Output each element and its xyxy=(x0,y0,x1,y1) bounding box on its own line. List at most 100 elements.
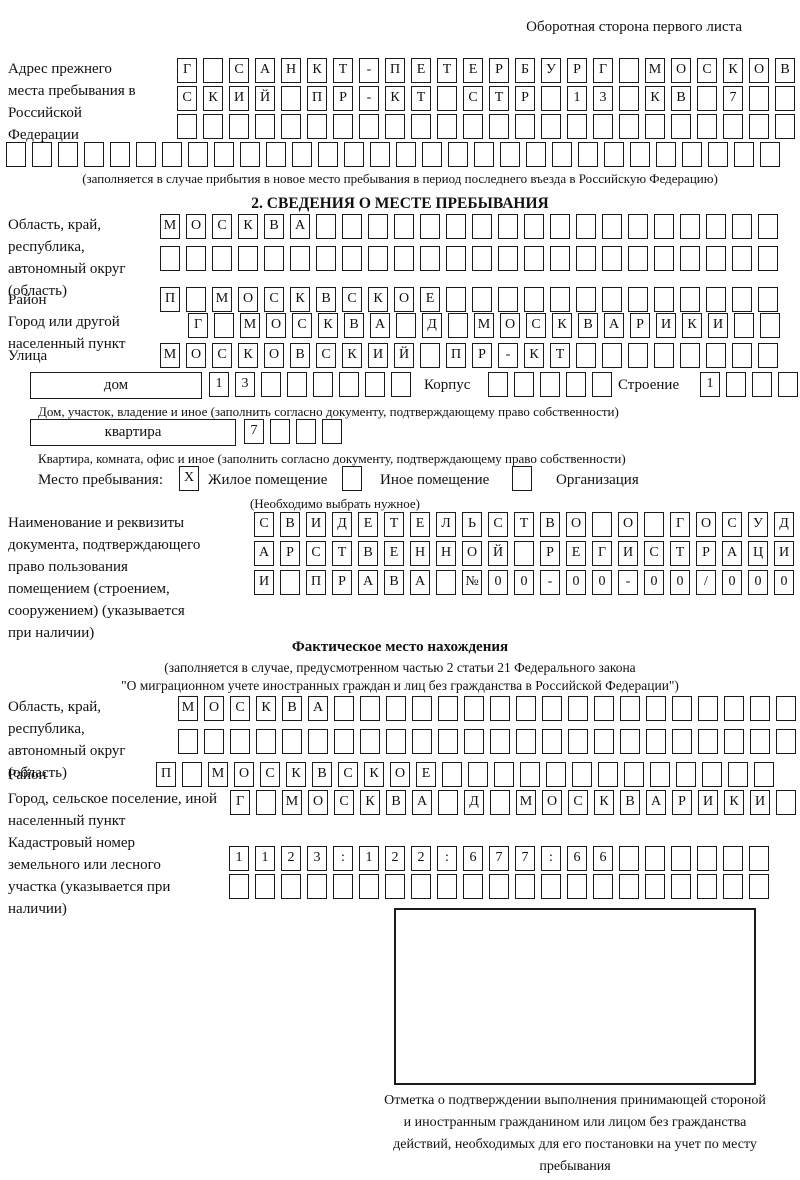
char-box[interactable] xyxy=(567,874,587,899)
char-box[interactable] xyxy=(524,214,544,239)
char-box[interactable]: Т xyxy=(332,541,352,566)
char-box[interactable] xyxy=(680,214,700,239)
char-box[interactable]: : xyxy=(541,846,561,871)
char-box[interactable]: - xyxy=(540,570,560,595)
char-box[interactable] xyxy=(776,696,796,721)
char-box[interactable] xyxy=(448,142,468,167)
char-box[interactable] xyxy=(212,246,232,271)
char-box[interactable] xyxy=(706,287,726,312)
char-box[interactable]: О xyxy=(204,696,224,721)
char-box[interactable] xyxy=(724,729,744,754)
char-box[interactable]: 7 xyxy=(489,846,509,871)
char-box[interactable]: К xyxy=(307,58,327,83)
char-box[interactable]: М xyxy=(645,58,665,83)
char-box[interactable]: М xyxy=(212,287,232,312)
char-box[interactable]: Р xyxy=(332,570,352,595)
char-box[interactable] xyxy=(520,762,540,787)
char-box[interactable] xyxy=(775,114,795,139)
char-box[interactable] xyxy=(186,287,206,312)
char-box[interactable] xyxy=(604,142,624,167)
char-box[interactable] xyxy=(438,790,458,815)
char-box[interactable]: С xyxy=(260,762,280,787)
char-box[interactable]: О xyxy=(394,287,414,312)
char-box[interactable] xyxy=(516,696,536,721)
char-box[interactable]: : xyxy=(333,846,353,871)
char-box[interactable] xyxy=(593,874,613,899)
char-box[interactable]: М xyxy=(240,313,260,338)
char-box[interactable]: К xyxy=(682,313,702,338)
char-box[interactable]: 3 xyxy=(307,846,327,871)
char-box[interactable]: А xyxy=(604,313,624,338)
char-box[interactable] xyxy=(307,114,327,139)
char-box[interactable]: 0 xyxy=(670,570,690,595)
char-box[interactable] xyxy=(624,762,644,787)
char-box[interactable]: Т xyxy=(384,512,404,537)
char-box[interactable] xyxy=(760,313,780,338)
char-box[interactable] xyxy=(422,142,442,167)
char-box[interactable] xyxy=(281,114,301,139)
char-box[interactable] xyxy=(437,114,457,139)
char-box[interactable]: В xyxy=(671,86,691,111)
char-box[interactable]: О xyxy=(308,790,328,815)
char-box[interactable]: О xyxy=(390,762,410,787)
char-box[interactable] xyxy=(728,762,748,787)
char-box[interactable] xyxy=(671,846,691,871)
char-box[interactable]: 0 xyxy=(488,570,508,595)
char-box[interactable] xyxy=(732,343,752,368)
char-box[interactable]: О xyxy=(542,790,562,815)
char-box[interactable] xyxy=(550,246,570,271)
char-box[interactable] xyxy=(680,343,700,368)
char-box[interactable] xyxy=(368,214,388,239)
char-box[interactable] xyxy=(706,246,726,271)
char-box[interactable] xyxy=(411,874,431,899)
char-box[interactable]: П xyxy=(307,86,327,111)
char-box[interactable]: Е xyxy=(410,512,430,537)
char-box[interactable] xyxy=(656,142,676,167)
char-box[interactable] xyxy=(463,114,483,139)
char-box[interactable]: К xyxy=(594,790,614,815)
char-box[interactable] xyxy=(723,846,743,871)
char-box[interactable] xyxy=(396,313,416,338)
char-box[interactable] xyxy=(255,874,275,899)
char-box[interactable]: К xyxy=(290,287,310,312)
char-box[interactable]: А xyxy=(254,541,274,566)
char-box[interactable]: Н xyxy=(410,541,430,566)
char-box[interactable]: С xyxy=(697,58,717,83)
char-box[interactable]: Е xyxy=(411,58,431,83)
char-box[interactable]: К xyxy=(203,86,223,111)
char-box[interactable]: 0 xyxy=(774,570,794,595)
char-box[interactable] xyxy=(706,343,726,368)
char-box[interactable]: Т xyxy=(670,541,690,566)
char-box[interactable]: И xyxy=(750,790,770,815)
char-box[interactable] xyxy=(214,142,234,167)
char-box[interactable] xyxy=(270,419,290,444)
char-box[interactable] xyxy=(646,729,666,754)
char-box[interactable]: И xyxy=(254,570,274,595)
char-box[interactable] xyxy=(333,114,353,139)
char-box[interactable]: Г xyxy=(670,512,690,537)
char-box[interactable] xyxy=(488,372,508,397)
char-box[interactable]: 2 xyxy=(281,846,301,871)
char-box[interactable]: 6 xyxy=(567,846,587,871)
char-box[interactable]: Г xyxy=(592,541,612,566)
char-box[interactable] xyxy=(360,729,380,754)
char-box[interactable]: О xyxy=(749,58,769,83)
char-box[interactable] xyxy=(676,762,696,787)
char-box[interactable] xyxy=(489,874,509,899)
char-box[interactable]: В xyxy=(578,313,598,338)
char-box[interactable] xyxy=(391,372,411,397)
char-box[interactable]: Т xyxy=(489,86,509,111)
char-box[interactable] xyxy=(578,142,598,167)
char-box[interactable]: М xyxy=(282,790,302,815)
char-box[interactable]: О xyxy=(618,512,638,537)
char-box[interactable]: 7 xyxy=(244,419,264,444)
char-box[interactable]: И xyxy=(618,541,638,566)
char-box[interactable]: И xyxy=(656,313,676,338)
char-box[interactable] xyxy=(628,287,648,312)
char-box[interactable]: К xyxy=(256,696,276,721)
char-box[interactable] xyxy=(749,874,769,899)
char-box[interactable]: 1 xyxy=(255,846,275,871)
char-box[interactable] xyxy=(490,729,510,754)
char-box[interactable] xyxy=(203,114,223,139)
char-box[interactable] xyxy=(682,142,702,167)
